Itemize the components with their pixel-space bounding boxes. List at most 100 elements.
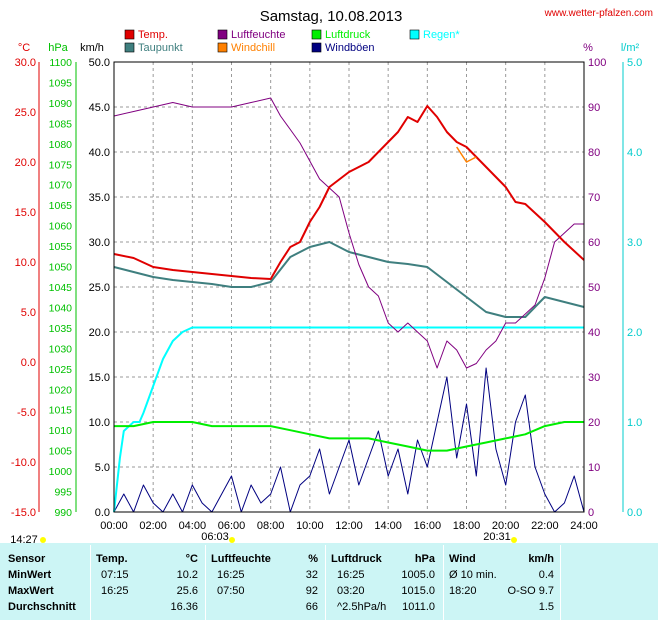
legend-label: Luftdruck (325, 29, 371, 41)
press-tick-label: 1060 (49, 221, 73, 233)
rain-tick-label: 5.0 (627, 57, 642, 69)
axes: 30.0 25.0 20.0 15.0 10.0 5.0 0.0 -5.0 -10.0 -15.0… (11, 57, 642, 519)
sun-markers: 14:27 06:03 20:31 (10, 531, 517, 543)
stats-cell: 18:20 (449, 585, 477, 597)
stats-cell: % (308, 553, 318, 565)
wind-tick-label: 0.0 (95, 507, 110, 519)
stats-cell: 16:25 (217, 569, 245, 581)
wind-tick-label: 20.0 (89, 327, 110, 339)
x-tick-label: 12:00 (335, 520, 363, 532)
temp-tick-label: -15.0 (11, 507, 36, 519)
stats-cell: 66 (305, 601, 318, 613)
legend-swatch (311, 42, 322, 53)
stats-divider (443, 545, 444, 620)
stats-cell: 07:15 (101, 569, 129, 581)
rain-tick-label: 2.0 (627, 327, 642, 339)
stats-table: Sensor Temp. °C Luftfeuchte% Luftdruck hPa Win… (0, 543, 658, 620)
press-tick-label: 1055 (49, 241, 73, 253)
x-tick-label: 20:00 (492, 520, 520, 532)
legend-label: Windböen (325, 42, 375, 54)
sun-marker-icon (40, 537, 46, 543)
hum-tick-label: 40 (588, 327, 600, 339)
legend-label: Regen* (423, 29, 460, 41)
temp-tick-label: 0.0 (21, 357, 36, 369)
series-windchill (456, 146, 477, 163)
stats-cell: Luftdruck (331, 553, 382, 565)
series-windböen (113, 367, 585, 513)
site-link[interactable]: www.wetter-pfalzen.com (544, 8, 653, 19)
press-tick-label: 1015 (49, 405, 73, 417)
legend-label: Taupunkt (138, 42, 183, 54)
stats-cell: Durchschnitt (8, 601, 76, 613)
temp-tick-label: 10.0 (15, 257, 36, 269)
press-tick-label: 1035 (49, 323, 73, 335)
press-axis-unit: hPa (48, 42, 68, 54)
stats-cell: °C (185, 553, 198, 565)
plot-area (113, 97, 585, 513)
press-tick-label: 1075 (49, 159, 73, 171)
stats-cell: 1.5 (538, 601, 554, 613)
press-tick-label: 1100 (49, 57, 72, 69)
rain-axis-unit: l/m² (621, 42, 640, 54)
wind-tick-label: 15.0 (89, 372, 110, 384)
legend-swatch (311, 29, 322, 40)
press-tick-label: 1025 (49, 364, 73, 376)
press-tick-label: 1040 (49, 302, 73, 314)
stats-cell: 1015.0 (401, 585, 435, 597)
series-luftdruck (114, 421, 584, 452)
press-tick-label: 1050 (49, 262, 73, 274)
sun-marker-icon (229, 537, 235, 543)
stats-cell: MaxWert (8, 585, 54, 597)
x-tick-label: 16:00 (414, 520, 442, 532)
x-tick-label: 24:00 (570, 520, 598, 532)
temp-tick-label: 20.0 (15, 157, 36, 169)
hum-tick-label: 70 (588, 192, 600, 204)
hum-tick-label: 90 (588, 102, 600, 114)
series-taupunkt (113, 241, 585, 318)
press-tick-label: 1005 (49, 446, 73, 458)
stats-cell: Ø 10 min. (449, 569, 497, 581)
hum-axis-unit: % (583, 42, 593, 54)
x-tick-label: 00:00 (100, 520, 128, 532)
wind-tick-label: 35.0 (89, 192, 110, 204)
wind-tick-label: 25.0 (89, 282, 110, 294)
hum-tick-label: 50 (588, 282, 600, 294)
stats-cell: ^2.5hPa/h (337, 601, 387, 613)
rain-tick-label: 1.0 (627, 417, 642, 429)
x-tick-label: 04:00 (179, 520, 207, 532)
stats-cell: 92 (305, 585, 318, 597)
stats-cell: O-SO 9.7 (507, 585, 554, 597)
press-tick-label: 1010 (49, 425, 73, 437)
stats-cell: Sensor (8, 553, 46, 565)
hum-tick-label: 60 (588, 237, 600, 249)
sun-time-label: 20:31 (483, 531, 511, 543)
legend-swatch (124, 29, 135, 40)
stats-cell: 16:25 (101, 585, 129, 597)
press-tick-label: 1045 (49, 282, 73, 294)
temp-tick-label: -10.0 (11, 457, 36, 469)
wind-tick-label: 40.0 (89, 147, 110, 159)
hum-tick-label: 20 (588, 417, 600, 429)
wind-tick-label: 10.0 (89, 417, 110, 429)
press-tick-label: 1030 (49, 343, 73, 355)
x-axis-ticks: 00:00 02:00 04:00 06:00 08:00 10:00 12:00 14:00… (100, 520, 598, 532)
temp-axis-unit: °C (18, 42, 30, 54)
press-tick-label: 1085 (49, 118, 73, 130)
rain-tick-label: 4.0 (627, 147, 642, 159)
x-tick-label: 22:00 (531, 520, 559, 532)
stats-cell: 16.36 (170, 601, 198, 613)
stats-cell: 07:50 (217, 585, 245, 597)
press-tick-label: 1095 (49, 77, 73, 89)
x-tick-label: 06:00 (218, 520, 246, 532)
sun-time-label: 06:03 (201, 531, 229, 543)
stats-cell: 0.4 (538, 569, 554, 581)
stats-cell: km/h (528, 553, 554, 565)
rain-tick-label: 3.0 (627, 237, 642, 249)
x-tick-label: 14:00 (374, 520, 402, 532)
press-tick-label: 1090 (49, 98, 73, 110)
press-tick-label: 990 (54, 507, 72, 519)
stats-cell: 1011.0 (402, 601, 435, 613)
x-tick-label: 10:00 (296, 520, 324, 532)
hum-tick-label: 0 (588, 507, 594, 519)
